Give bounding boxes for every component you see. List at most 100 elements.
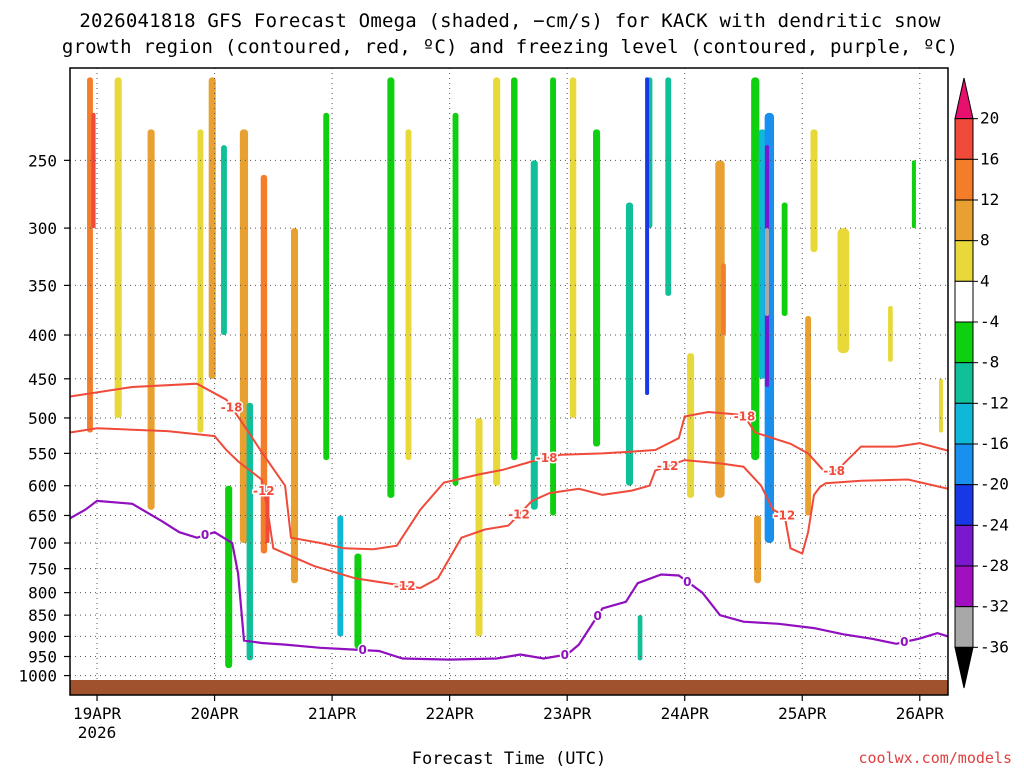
colorbar-bin: [954, 524, 974, 567]
omega-cell: [758, 129, 766, 379]
omega-cell: [764, 228, 769, 316]
time-tick-label: 21APR: [308, 704, 357, 723]
omega-cell: [452, 112, 459, 486]
contour-lines: -18 -12 -12 -18 -12 -18 -12 -18 -12 0 0 0 0 0 0: [70, 382, 948, 663]
colorbar-label: -32: [980, 597, 1009, 616]
omega-cell: [511, 77, 518, 461]
pressure-tick-label: 850: [28, 606, 57, 625]
omega-cell: [810, 129, 818, 253]
plot-background: [70, 68, 948, 695]
omega-cell: [246, 402, 254, 661]
dgz-contour-label: -18: [536, 451, 558, 465]
omega-cell: [625, 202, 634, 486]
colorbar-label: 16: [980, 149, 999, 168]
chart-title-line1: 2026041818 GFS Forecast Omega (shaded, −…: [79, 10, 941, 32]
omega-cell: [197, 129, 204, 433]
omega-cell: [208, 77, 216, 379]
freezing-contour-label: 0: [683, 575, 691, 589]
dgz-contour-label: -18: [734, 410, 756, 424]
colorbar-label: -20: [980, 475, 1009, 494]
omega-cell: [781, 202, 788, 316]
omega-cell: [721, 263, 726, 336]
pressure-tick-label: 650: [28, 506, 57, 525]
colorbar-bin: [954, 443, 974, 486]
omega-cell: [888, 306, 893, 362]
omega-cell: [239, 129, 249, 544]
omega-cell: [290, 228, 299, 584]
omega-cell: [225, 485, 233, 669]
omega-cell: [550, 77, 557, 516]
colorbar-label: -28: [980, 556, 1009, 575]
time-tick-label: 20APR: [190, 704, 239, 723]
colorbar-bin: [954, 280, 974, 323]
colorbar-bin: [954, 402, 974, 445]
colorbar-bottom-arrow: [954, 646, 974, 689]
time-tick-label: 23APR: [543, 704, 592, 723]
omega-cell: [911, 160, 916, 229]
colorbar-label: -12: [980, 393, 1009, 412]
omega-cell: [405, 129, 412, 461]
colorbar-label: -8: [980, 353, 999, 372]
colorbar-bin: [954, 606, 974, 648]
colorbar-label: -16: [980, 434, 1009, 453]
colorbar-top-arrow: [954, 77, 974, 120]
omega-cell: [938, 378, 943, 433]
omega-cell: [569, 77, 577, 418]
dgz-minus18-contour: [70, 382, 948, 551]
omega-cell: [475, 417, 483, 637]
omega-cell: [805, 315, 812, 516]
plot-area: -18 -12 -12 -18 -12 -18 -12 -18 -12 0 0 0 0 0 0: [69, 67, 949, 696]
pressure-tick-label: 600: [28, 477, 57, 496]
colorbar-bin: [954, 199, 974, 242]
omega-cell: [221, 145, 227, 336]
dgz-contour-label: -12: [774, 508, 796, 522]
pressure-tick-label: 450: [28, 370, 57, 389]
omega-cell: [665, 77, 672, 296]
pressure-tick-label: 1000: [18, 667, 57, 686]
pressure-tick-label: 700: [28, 534, 57, 553]
freezing-contour-label: 0: [594, 609, 602, 623]
dgz-contour-label: -12: [508, 508, 530, 522]
pressure-tick-label: 800: [28, 584, 57, 603]
omega-cell: [637, 615, 643, 661]
colorbar-bin: [954, 321, 974, 364]
colorbar-label: 8: [980, 231, 990, 250]
pressure-tick-label: 750: [28, 560, 57, 579]
colorbar-bin: [954, 158, 974, 201]
dgz-contour-label: -18: [221, 401, 243, 415]
omega-cell: [754, 515, 762, 584]
colorbar-label: -36: [980, 637, 1009, 656]
time-axis: 19APR 20APR 21APR 22APR 23APR 24APR 25APR 26APR: [73, 695, 944, 723]
omega-shading: [87, 77, 943, 669]
omega-cell: [387, 77, 395, 498]
omega-cell: [593, 129, 601, 447]
colorbar-bin: [954, 118, 974, 160]
pressure-tick-label: 550: [28, 444, 57, 463]
time-tick-label: 24APR: [661, 704, 710, 723]
omega-cell: [337, 515, 344, 637]
freezing-contour-label: 0: [358, 643, 366, 657]
dgz-minus12-contour: [70, 427, 948, 590]
colorbar-label: -4: [980, 312, 999, 331]
omega-cell: [645, 77, 650, 395]
colorbar-bin: [954, 565, 974, 608]
omega-cell: [147, 129, 155, 510]
pressure-tick-label: 400: [28, 326, 57, 345]
pressure-tick-label: 350: [28, 276, 57, 295]
colorbar-label: 12: [980, 190, 999, 209]
omega-cell: [751, 77, 760, 461]
time-tick-label: 25APR: [778, 704, 827, 723]
omega-cell: [114, 77, 122, 418]
x-axis-title: Forecast Time (UTC): [412, 749, 606, 768]
omega-cell: [493, 77, 501, 486]
colorbar: 20 16 12 8 4 -4 -8 -12 -16 -20 -24 -28 -32 -36: [954, 77, 1009, 689]
colorbar-bin: [954, 484, 974, 526]
freezing-contour-label: 0: [561, 648, 569, 662]
plot-frame: [69, 67, 949, 696]
freezing-contour-label: 0: [201, 528, 209, 542]
pressure-tick-label: 250: [28, 151, 57, 170]
colorbar-label: 4: [980, 271, 990, 290]
dgz-contour-label: -18: [823, 464, 845, 478]
pressure-tick-label: 300: [28, 219, 57, 238]
